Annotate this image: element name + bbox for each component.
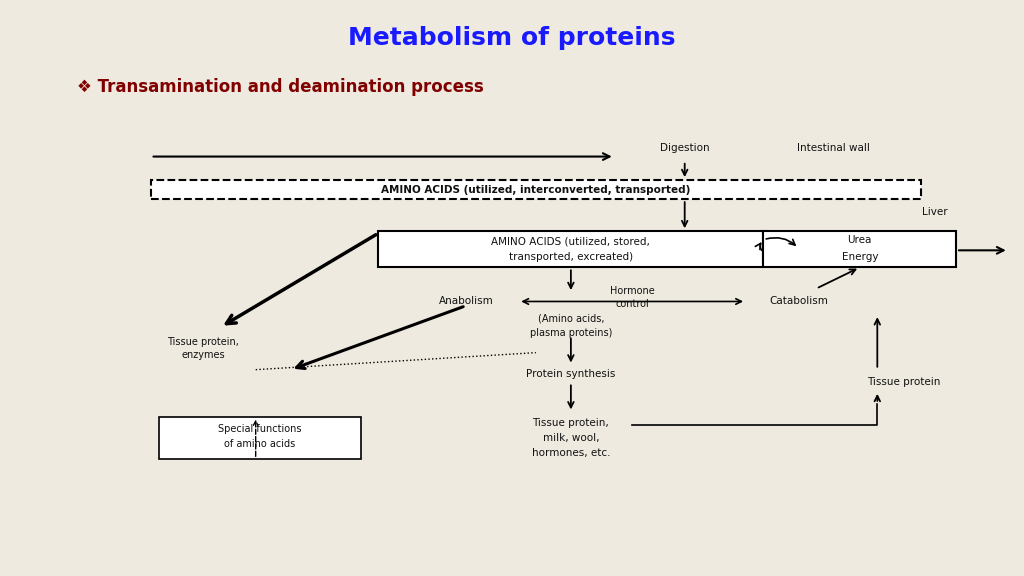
Text: Tissue protein,: Tissue protein,: [532, 418, 609, 428]
Text: Special functions: Special functions: [218, 425, 302, 434]
Text: Liver: Liver: [922, 207, 947, 217]
Text: transported, excreated): transported, excreated): [509, 252, 633, 262]
Text: Energy: Energy: [842, 252, 878, 262]
Text: Intestinal wall: Intestinal wall: [797, 143, 870, 153]
Text: Tissue protein,: Tissue protein,: [167, 337, 239, 347]
Text: Anabolism: Anabolism: [438, 297, 494, 306]
Text: Digestion: Digestion: [659, 143, 710, 153]
Text: AMINO ACIDS (utilized, stored,: AMINO ACIDS (utilized, stored,: [492, 237, 650, 247]
Text: hormones, etc.: hormones, etc.: [531, 448, 610, 458]
Text: milk, wool,: milk, wool,: [543, 433, 599, 443]
Text: ❖ Transamination and deamination process: ❖ Transamination and deamination process: [77, 78, 483, 96]
Text: (Amino acids,: (Amino acids,: [538, 313, 604, 324]
Text: of amino acids: of amino acids: [224, 439, 296, 449]
Text: Metabolism of proteins: Metabolism of proteins: [348, 26, 676, 50]
Text: Hormone: Hormone: [609, 286, 654, 296]
FancyBboxPatch shape: [764, 231, 956, 267]
FancyBboxPatch shape: [378, 231, 764, 267]
FancyBboxPatch shape: [160, 416, 360, 459]
Text: Urea: Urea: [848, 234, 872, 245]
Text: Catabolism: Catabolism: [769, 297, 828, 306]
Text: plasma proteins): plasma proteins): [529, 328, 612, 339]
Text: control: control: [615, 298, 649, 309]
Text: Protein synthesis: Protein synthesis: [526, 369, 615, 379]
FancyBboxPatch shape: [151, 180, 922, 199]
Text: enzymes: enzymes: [181, 350, 225, 360]
Text: AMINO ACIDS (utilized, interconverted, transported): AMINO ACIDS (utilized, interconverted, t…: [381, 185, 690, 195]
Text: Tissue protein: Tissue protein: [867, 377, 940, 388]
